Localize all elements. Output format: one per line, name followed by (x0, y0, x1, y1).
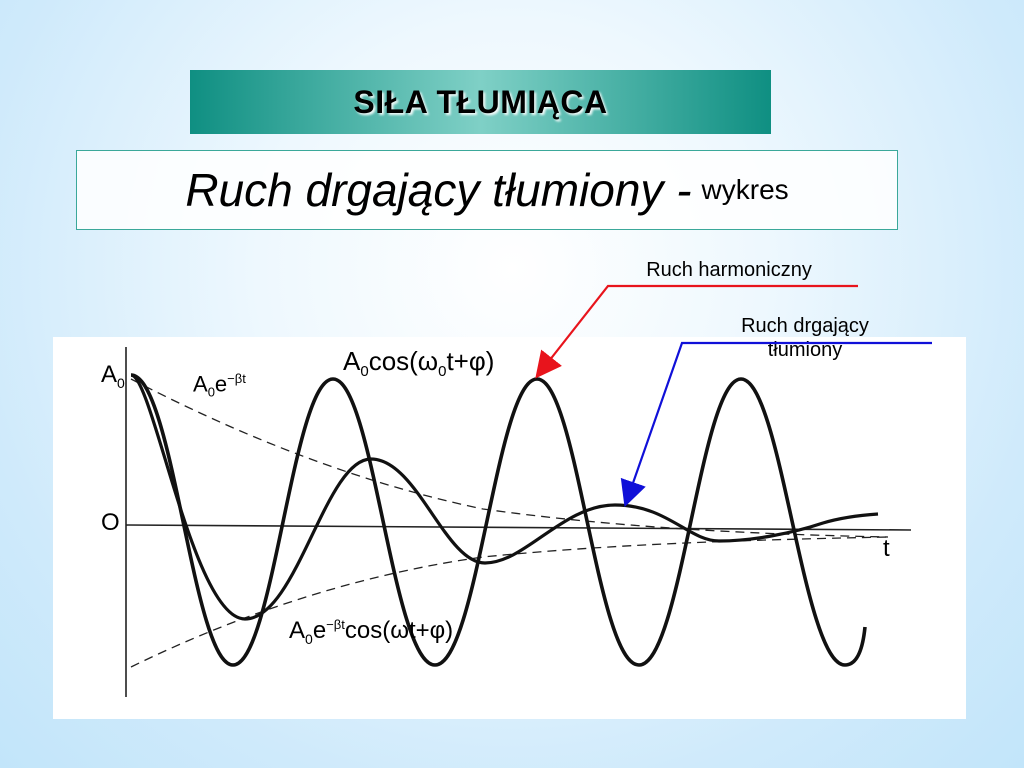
damped-arrow (620, 341, 932, 508)
harmonic-equation-label: A0cos(ω0t+φ) (343, 346, 495, 381)
subtitle-main: Ruch drgający tłumiony - (185, 164, 692, 216)
oscillation-graph (125, 347, 912, 697)
harmonic-arrow (535, 284, 858, 379)
subtitle-small: wykres (701, 174, 789, 205)
harmonic-annotation: Ruch harmoniczny (646, 259, 812, 281)
damped-equation-label: A0e−βtcos(ωt+φ) (289, 617, 454, 647)
envelope-lower (130, 536, 889, 668)
harmonic-curve (130, 373, 867, 667)
subtitle-box: Ruch drgający tłumiony - wykres (76, 150, 898, 230)
title-bar: SIŁA TŁUMIĄCA (190, 70, 771, 134)
graph-panel: A0 O t A0e−βt A0cos(ω0t+φ) A0e−βtcos(ωt+… (53, 337, 966, 719)
damped-curve (130, 373, 879, 621)
envelope-upper (130, 378, 889, 538)
envelope-label: A0e−βt (193, 371, 246, 400)
zero-label: O (101, 509, 120, 536)
t-axis (125, 524, 912, 531)
slide-title: SIŁA TŁUMIĄCA (353, 83, 608, 120)
t-axis-label: t (883, 535, 890, 562)
a0-label: A0 (101, 361, 125, 391)
damped-annotation: Ruch drgający tłumiony (741, 315, 869, 361)
